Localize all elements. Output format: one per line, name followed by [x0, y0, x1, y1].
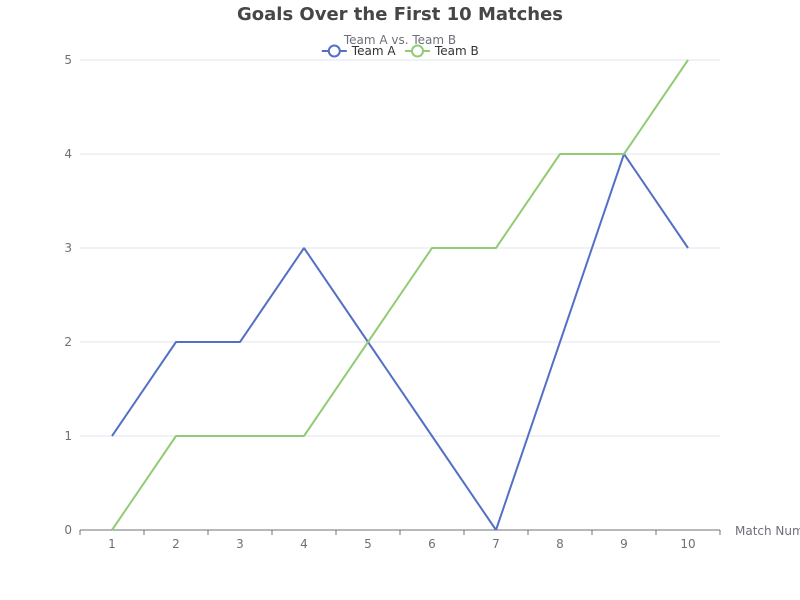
data-point: [172, 338, 180, 346]
y-tick-label: 4: [64, 147, 72, 161]
data-point: [556, 150, 564, 158]
x-axis-title: Match Number: [735, 524, 800, 538]
grid: [80, 59, 720, 437]
series-line-team-a: [111, 153, 689, 531]
data-point: [108, 432, 116, 440]
data-point: [556, 338, 564, 346]
data-point: [684, 244, 692, 252]
x-tick-label: 8: [556, 537, 564, 551]
series-line-team-b: [111, 59, 689, 531]
y-tick-label: 5: [64, 53, 72, 67]
data-point: [172, 432, 180, 440]
data-point: [108, 526, 116, 534]
series-group: [108, 56, 692, 534]
data-point: [300, 432, 308, 440]
data-point: [428, 244, 436, 252]
x-axis: 1 2 3 4 5 6 7 8 9 10: [79, 529, 721, 551]
legend-label: Team A: [351, 44, 397, 58]
data-point: [364, 338, 372, 346]
x-tick-label: 4: [300, 537, 308, 551]
data-point: [620, 150, 628, 158]
legend-circle-icon: [411, 44, 424, 58]
legend-label: Team B: [434, 44, 479, 58]
data-point: [492, 526, 500, 534]
x-tick-label: 10: [680, 537, 695, 551]
data-point: [492, 244, 500, 252]
x-tick-label: 9: [620, 537, 628, 551]
x-tick-label: 2: [172, 537, 180, 551]
data-point: [300, 244, 308, 252]
legend-item-team-a[interactable]: Team A: [321, 44, 397, 58]
y-tick-label: 3: [64, 241, 72, 255]
x-tick-label: 3: [236, 537, 244, 551]
x-tick-label: 1: [108, 537, 116, 551]
x-tick-label: 7: [492, 537, 500, 551]
y-tick-label: 0: [64, 523, 72, 537]
chart-title: Goals Over the First 10 Matches: [237, 4, 563, 25]
legend-item-team-b[interactable]: Team B: [405, 44, 479, 58]
data-point: [428, 432, 436, 440]
data-point: [684, 56, 692, 64]
y-tick-label: 2: [64, 335, 72, 349]
chart-subtitle: Team A vs. Team B: [343, 33, 456, 47]
y-axis: 0 1 2 3 4 5: [64, 53, 72, 537]
x-tick-label: 5: [364, 537, 372, 551]
legend[interactable]: Team A Team B: [321, 44, 479, 58]
data-point: [236, 338, 244, 346]
data-point: [236, 432, 244, 440]
y-tick-label: 1: [64, 429, 72, 443]
x-tick-label: 6: [428, 537, 436, 551]
legend-circle-icon: [327, 44, 341, 58]
